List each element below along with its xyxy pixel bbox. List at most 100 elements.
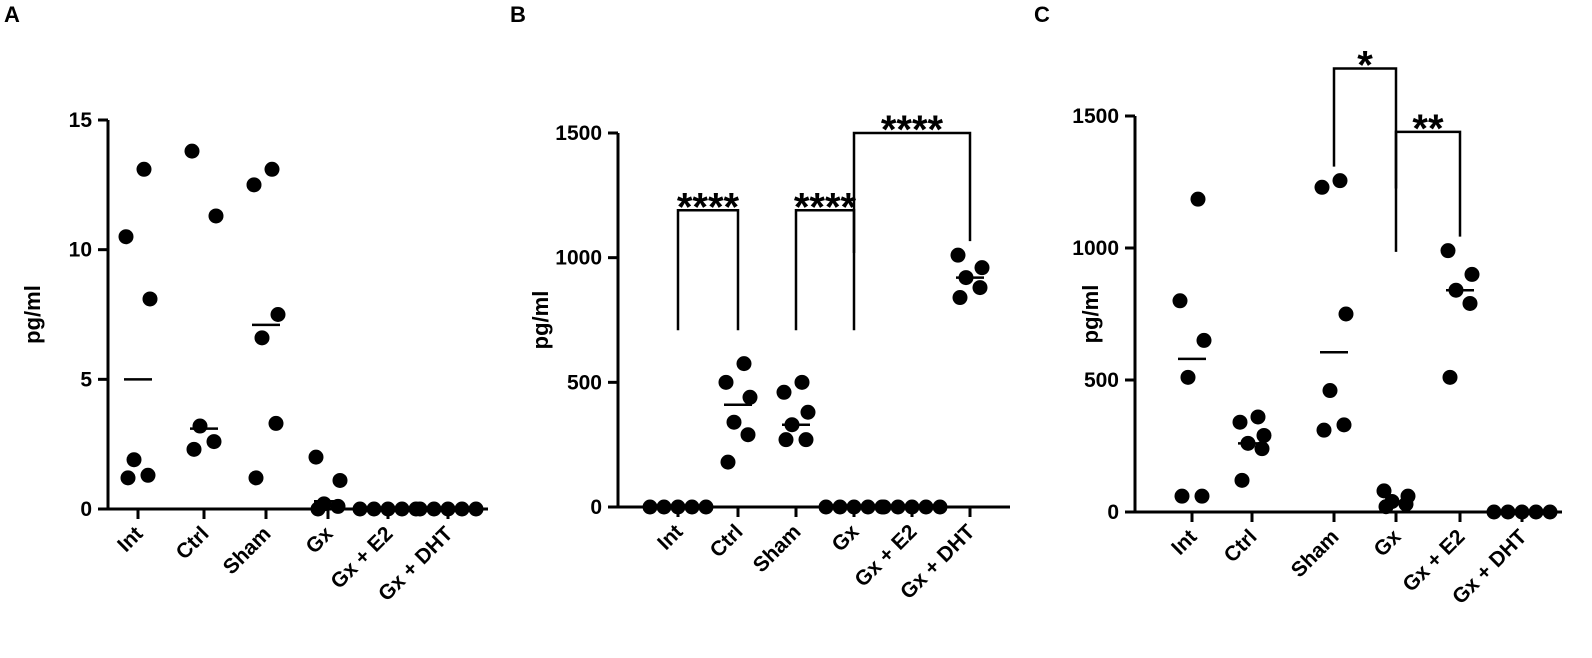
data-point	[740, 427, 756, 443]
data-point	[246, 177, 262, 193]
panel-letter: A	[4, 2, 20, 27]
data-point	[742, 389, 758, 405]
data-point	[1336, 417, 1352, 433]
data-point	[952, 290, 968, 306]
data-point	[1400, 488, 1416, 504]
data-point	[352, 501, 368, 517]
data-point	[800, 404, 816, 420]
data-point	[1332, 173, 1348, 189]
data-point	[818, 499, 834, 515]
y-axis-label: pg/ml	[20, 285, 45, 344]
data-point	[798, 432, 814, 448]
data-point	[1464, 266, 1480, 282]
x-category-label: Int	[653, 520, 687, 554]
y-tick-label: 1500	[555, 122, 602, 145]
y-axis-label: pg/ml	[528, 291, 553, 350]
data-point	[1486, 504, 1502, 520]
x-category-label: Ctrl	[706, 520, 748, 562]
data-point	[1180, 369, 1196, 385]
significance-label: *	[1357, 43, 1373, 87]
data-point	[1172, 293, 1188, 309]
y-tick-label: 5	[80, 368, 92, 391]
data-point	[698, 499, 714, 515]
data-point	[1256, 427, 1272, 443]
data-point	[270, 307, 286, 322]
data-point	[778, 432, 794, 448]
data-point	[184, 143, 200, 159]
data-point	[1462, 295, 1478, 311]
significance-label: ****	[794, 185, 857, 229]
data-point	[140, 467, 156, 483]
data-point	[126, 452, 142, 468]
data-point	[186, 441, 202, 457]
y-tick-label: 1000	[1072, 237, 1119, 260]
data-point	[972, 280, 988, 296]
x-category-label: Gx	[827, 520, 863, 556]
x-category-label: Ctrl	[172, 522, 214, 564]
data-point	[1314, 179, 1330, 195]
data-point	[1322, 383, 1338, 399]
data-point	[1174, 488, 1190, 504]
data-point	[268, 415, 284, 431]
data-point	[1190, 191, 1206, 207]
data-point	[316, 496, 332, 512]
y-tick-label: 15	[69, 109, 93, 132]
data-point	[412, 501, 428, 517]
y-tick-label: 10	[69, 239, 92, 262]
y-tick-label: 0	[80, 498, 92, 521]
data-point	[136, 161, 152, 177]
data-point	[1234, 472, 1250, 488]
x-category-label: Int	[1167, 525, 1201, 559]
data-point	[330, 498, 346, 514]
significance-bracket	[1332, 67, 1398, 189]
x-category-label: Sham	[1287, 525, 1344, 582]
data-point	[776, 384, 792, 400]
data-point	[794, 374, 810, 390]
data-point	[726, 414, 742, 430]
significance-bracket	[1394, 130, 1462, 252]
data-point	[120, 470, 136, 486]
data-point	[1194, 488, 1210, 504]
data-point	[208, 208, 224, 224]
y-tick-label: 0	[590, 496, 602, 519]
data-point	[1250, 409, 1266, 425]
data-point	[1542, 504, 1558, 520]
x-category-label: Sham	[219, 522, 276, 579]
y-tick-label: 500	[567, 371, 602, 394]
significance-bracket	[794, 209, 856, 331]
data-point	[264, 161, 280, 177]
panel-letter: C	[1034, 2, 1050, 27]
x-category-label: Gx	[301, 522, 337, 558]
y-tick-label: 1000	[555, 247, 602, 270]
significance-bracket	[676, 209, 740, 331]
data-point	[718, 374, 734, 390]
data-point	[720, 454, 736, 470]
data-point	[254, 330, 270, 346]
significance-label: ****	[881, 108, 944, 152]
data-point	[1440, 243, 1456, 259]
x-category-label: Gx	[1369, 525, 1405, 561]
data-point	[248, 470, 264, 486]
data-point	[1442, 369, 1458, 385]
y-tick-label: 500	[1084, 369, 1119, 392]
data-point	[1232, 414, 1248, 430]
data-point	[332, 472, 348, 488]
significance-label: ****	[677, 185, 740, 229]
data-point	[876, 499, 892, 515]
y-axis-label: pg/ml	[1078, 285, 1103, 344]
y-tick-label: 1500	[1072, 105, 1119, 128]
significance-label: **	[1412, 107, 1444, 151]
x-category-label: Int	[113, 522, 147, 556]
data-point	[1316, 422, 1332, 438]
data-point	[642, 499, 658, 515]
data-point	[950, 247, 966, 263]
data-point	[192, 418, 208, 434]
data-point	[1196, 332, 1212, 348]
data-point	[468, 501, 484, 517]
data-point	[118, 229, 134, 245]
panel-letter: B	[510, 2, 526, 27]
